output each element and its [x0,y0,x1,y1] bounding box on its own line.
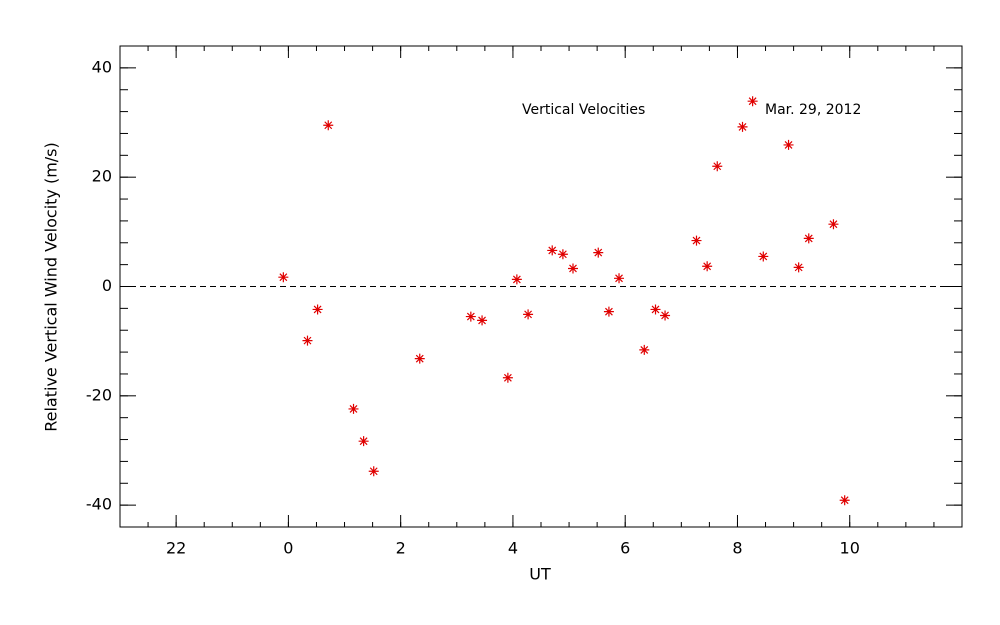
point [747,96,758,107]
point [660,310,671,321]
point [712,161,723,172]
point [614,273,625,284]
x-tick-label: 10 [840,539,860,558]
annotation: Mar. 29, 2012 [765,102,861,118]
point [793,262,804,273]
x-axis-label: UT [529,565,551,584]
point [557,249,568,260]
point [839,495,850,506]
point [465,311,476,322]
annotation: Vertical Velocities [522,102,645,118]
point [737,121,748,132]
y-tick-label: -20 [86,385,112,404]
point [593,247,604,258]
y-tick-label: 20 [92,167,112,186]
point [302,335,313,346]
point [828,219,839,230]
x-tick-label: 6 [620,539,630,558]
y-tick-label: 40 [92,57,112,76]
point [323,120,334,131]
x-tick-label: 2 [396,539,406,558]
x-tick-label: 8 [732,539,742,558]
x-tick-label: 4 [508,539,518,558]
point [502,372,513,383]
point [511,274,522,285]
point [278,272,289,283]
point [523,309,534,320]
point [312,304,323,315]
point [758,251,769,262]
point [603,306,614,317]
point [567,263,578,274]
point [414,353,425,364]
point [547,245,558,256]
y-axis-label: Relative Vertical Wind Velocity (m/s) [42,142,61,432]
point [477,315,488,326]
point [783,139,794,150]
point [803,233,814,244]
x-tick-label: 0 [283,539,293,558]
point [702,261,713,272]
point [639,344,650,355]
point [368,466,379,477]
point [691,235,702,246]
x-tick-label: 22 [166,539,186,558]
y-tick-label: -40 [86,495,112,514]
point [358,436,369,447]
point [650,304,661,315]
y-tick-label: 0 [102,276,112,295]
point [348,403,359,414]
